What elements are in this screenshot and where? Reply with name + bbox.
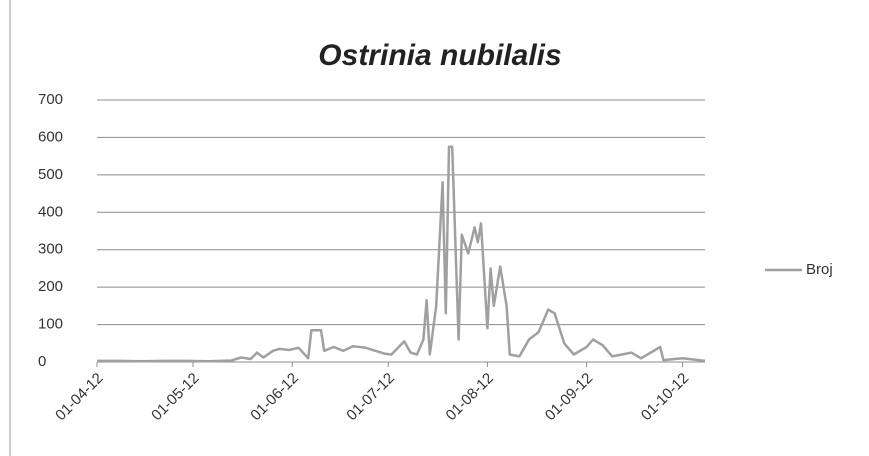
y-tick-label: 200 xyxy=(38,278,63,295)
y-tick-label: 400 xyxy=(38,203,63,220)
x-tick-label: 01-08-12 xyxy=(443,370,497,424)
series-line xyxy=(97,145,706,363)
x-tick-label: 01-05-12 xyxy=(148,370,202,424)
x-tick-label: 01-07-12 xyxy=(343,370,397,424)
x-tick-label: 01-09-12 xyxy=(542,370,596,424)
y-tick-label: 500 xyxy=(38,166,63,183)
x-tick-label: 01-10-12 xyxy=(638,370,692,424)
y-tick-label: 100 xyxy=(38,316,63,333)
y-tick-label: 600 xyxy=(38,128,63,145)
y-tick-label: 0 xyxy=(38,353,46,370)
x-tick-label: 01-04-12 xyxy=(52,370,106,424)
y-tick-label: 300 xyxy=(38,241,63,258)
y-tick-label: 700 xyxy=(38,91,63,108)
chart-title: Ostrinia nubilalis xyxy=(318,39,561,72)
legend-label: Broj xyxy=(806,261,833,278)
x-tick-label: 01-06-12 xyxy=(247,370,301,424)
